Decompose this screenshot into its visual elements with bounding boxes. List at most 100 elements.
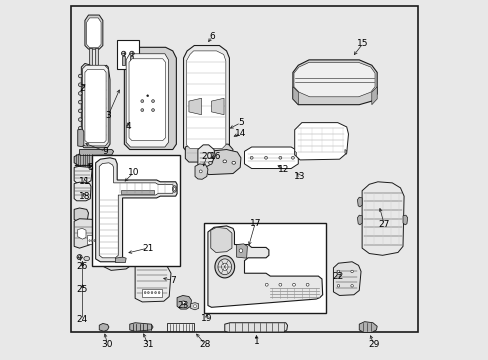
Ellipse shape: [305, 283, 308, 286]
Polygon shape: [115, 257, 126, 262]
Ellipse shape: [78, 126, 82, 130]
Text: 12: 12: [278, 165, 289, 174]
Text: 19: 19: [201, 314, 212, 323]
Text: 26: 26: [77, 262, 88, 271]
Ellipse shape: [172, 186, 176, 192]
Text: 2: 2: [80, 84, 85, 93]
Text: 10: 10: [127, 168, 139, 177]
Text: 6: 6: [209, 32, 215, 41]
Bar: [82, 165, 83, 166]
Bar: [86, 165, 88, 166]
Ellipse shape: [121, 51, 125, 55]
Bar: [91, 165, 92, 166]
Text: 13: 13: [294, 172, 305, 181]
Bar: [75, 165, 77, 166]
Text: 8: 8: [87, 163, 93, 172]
Ellipse shape: [141, 100, 143, 103]
Polygon shape: [211, 98, 224, 115]
Polygon shape: [210, 227, 231, 252]
Bar: [130, 56, 132, 65]
Ellipse shape: [218, 259, 231, 275]
Bar: [167, 323, 194, 331]
Text: 14: 14: [235, 129, 246, 138]
Ellipse shape: [78, 118, 82, 121]
Text: 31: 31: [142, 340, 153, 349]
Text: 5: 5: [238, 118, 244, 127]
Ellipse shape: [214, 256, 234, 278]
Ellipse shape: [291, 156, 294, 159]
Polygon shape: [74, 166, 92, 183]
Polygon shape: [198, 145, 215, 167]
Polygon shape: [124, 47, 176, 149]
Polygon shape: [85, 15, 102, 49]
Ellipse shape: [337, 284, 339, 287]
Polygon shape: [78, 228, 86, 239]
Ellipse shape: [78, 100, 82, 104]
Ellipse shape: [350, 284, 353, 287]
Ellipse shape: [231, 161, 235, 164]
Polygon shape: [195, 164, 207, 179]
Bar: [77, 165, 79, 166]
Ellipse shape: [223, 160, 226, 163]
Text: 22: 22: [331, 272, 343, 281]
Ellipse shape: [337, 270, 339, 273]
Ellipse shape: [78, 109, 82, 113]
Bar: [142, 289, 162, 297]
Polygon shape: [101, 239, 135, 270]
Ellipse shape: [151, 292, 153, 294]
Polygon shape: [359, 321, 376, 332]
Polygon shape: [82, 65, 108, 146]
Ellipse shape: [77, 255, 82, 260]
Polygon shape: [74, 154, 94, 166]
Polygon shape: [224, 323, 287, 332]
Polygon shape: [80, 149, 113, 156]
Polygon shape: [292, 87, 298, 105]
Polygon shape: [362, 182, 403, 255]
Polygon shape: [74, 182, 91, 201]
Polygon shape: [85, 69, 106, 143]
Bar: [89, 48, 92, 65]
Ellipse shape: [221, 263, 227, 270]
Text: 25: 25: [77, 285, 88, 294]
Polygon shape: [177, 296, 191, 309]
Text: 1: 1: [254, 337, 260, 346]
Text: 3: 3: [105, 111, 111, 120]
Text: 9: 9: [102, 147, 108, 156]
Ellipse shape: [141, 109, 143, 112]
Polygon shape: [183, 45, 229, 152]
Ellipse shape: [78, 135, 82, 139]
Bar: [80, 165, 81, 166]
Text: 30: 30: [102, 340, 113, 349]
Bar: [117, 40, 139, 69]
Polygon shape: [244, 147, 298, 168]
Text: 7: 7: [169, 276, 175, 285]
Polygon shape: [129, 59, 165, 140]
Polygon shape: [74, 219, 104, 248]
Polygon shape: [99, 323, 109, 331]
Polygon shape: [333, 262, 360, 296]
Ellipse shape: [129, 51, 134, 55]
Text: 4: 4: [125, 122, 130, 131]
Text: 16: 16: [210, 152, 221, 161]
Polygon shape: [185, 144, 233, 162]
Polygon shape: [86, 18, 101, 48]
Polygon shape: [78, 129, 83, 147]
Polygon shape: [135, 263, 171, 302]
Ellipse shape: [193, 305, 196, 308]
Bar: [89, 165, 90, 166]
Ellipse shape: [265, 283, 267, 286]
Ellipse shape: [154, 292, 156, 294]
Polygon shape: [188, 98, 201, 115]
Text: 15: 15: [356, 39, 368, 48]
Polygon shape: [294, 123, 348, 160]
Polygon shape: [236, 244, 247, 258]
Polygon shape: [74, 208, 88, 221]
Polygon shape: [81, 63, 110, 148]
Ellipse shape: [144, 292, 146, 294]
Text: 27: 27: [378, 220, 389, 229]
Ellipse shape: [91, 240, 93, 242]
Polygon shape: [186, 51, 225, 148]
Bar: [204, 223, 325, 313]
Bar: [84, 165, 85, 166]
Ellipse shape: [173, 187, 175, 191]
